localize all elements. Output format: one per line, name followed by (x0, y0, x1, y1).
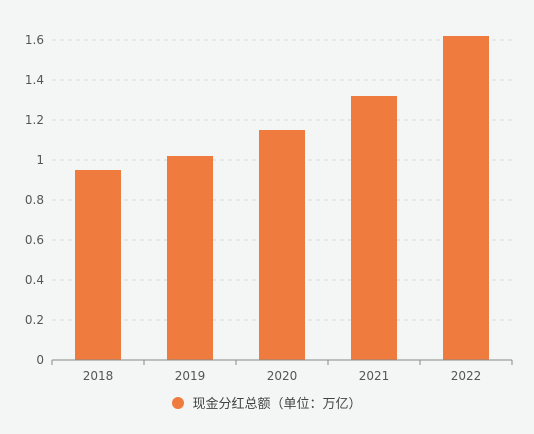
y-tick-label: 0 (36, 353, 44, 367)
y-tick-label: 1.2 (25, 113, 44, 127)
x-tick-label: 2022 (451, 369, 482, 383)
x-tick-label: 2019 (175, 369, 206, 383)
legend-label: 现金分红总额（单位：万亿） (192, 397, 362, 412)
legend[interactable]: 现金分红总额（单位：万亿） (0, 393, 534, 412)
y-tick-label: 0.8 (25, 193, 44, 207)
axes: 0 0.2 0.4 0.6 0.8 1 1.2 1.4 1.6 2018 2019 2020 2021 2… (25, 33, 513, 383)
y-tick-label: 0.6 (25, 233, 44, 247)
x-tick-label: 2020 (267, 369, 298, 383)
bars (75, 36, 489, 360)
y-tick-label: 0.4 (25, 273, 44, 287)
bar-2020 (259, 130, 305, 360)
bar-2019 (167, 156, 213, 360)
y-tick-label: 1.6 (25, 33, 44, 47)
bar-chart: 0 0.2 0.4 0.6 0.8 1 1.2 1.4 1.6 2018 2019 2020 2021 2… (25, 33, 513, 383)
y-tick-label: 1 (36, 153, 44, 167)
x-tick-label: 2018 (83, 369, 114, 383)
y-tick-label: 0.2 (25, 313, 44, 327)
y-tick-label: 1.4 (25, 73, 44, 87)
bar-2022 (443, 36, 489, 360)
legend-swatch (172, 396, 185, 409)
x-tick-label: 2021 (359, 369, 390, 383)
bar-2021 (351, 96, 397, 360)
bar-2018 (75, 170, 121, 360)
